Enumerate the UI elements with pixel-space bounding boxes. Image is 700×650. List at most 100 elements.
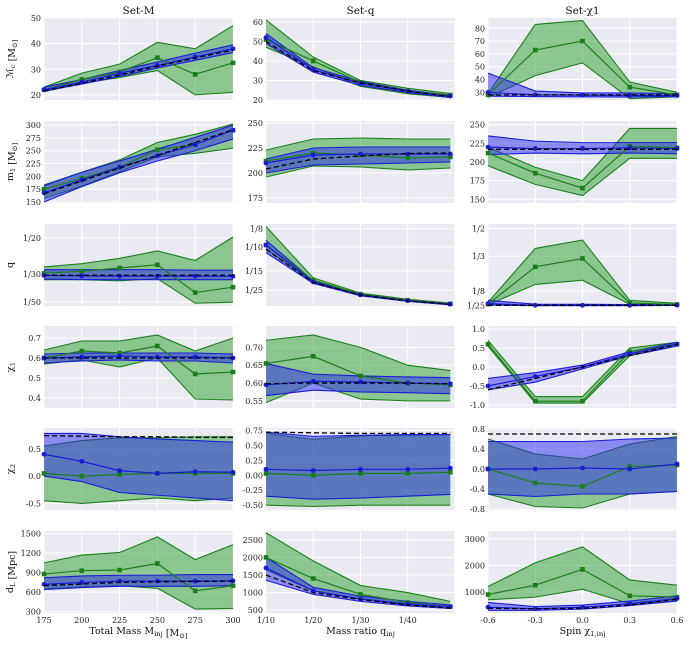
y-tick-label: 1500 xyxy=(243,571,263,580)
y-tick-label: 0.70 xyxy=(245,343,263,352)
blue-median-marker xyxy=(580,302,585,308)
green-lower-line xyxy=(487,62,678,100)
blue-median-marker xyxy=(485,383,491,389)
green-median-marker xyxy=(155,147,160,152)
panel-4-1: -0.50 -0.25 0.00 0.25 0.50 0.75 xyxy=(242,426,456,510)
blue-median-marker xyxy=(674,461,680,467)
y-tick-label: 50 xyxy=(475,63,485,72)
x-tick-label: 0.3 xyxy=(623,616,636,625)
y-tick-label: 0.0 xyxy=(472,363,485,372)
blue-median-line xyxy=(43,274,234,277)
y-tick-label: 0.50 xyxy=(245,441,263,450)
y-tick-label: 1/8 xyxy=(250,225,263,234)
y-tick-label: 0.0 xyxy=(28,472,41,481)
green-median-marker xyxy=(263,471,269,476)
panel-3-0: 0.4 0.5 0.6 0.7 χ1 xyxy=(5,326,236,408)
blue-median-marker xyxy=(674,146,680,151)
y-tick-label: 3000 xyxy=(465,535,485,544)
green-median-marker xyxy=(79,473,85,479)
column-title: Set-q xyxy=(347,5,375,17)
green-upper-line xyxy=(43,334,234,352)
blue-band xyxy=(266,432,451,500)
green-median-marker xyxy=(192,371,198,377)
y-tick-label: 1/25 xyxy=(467,301,485,310)
blue-median-marker xyxy=(192,354,198,360)
blue-lower-line xyxy=(43,138,234,203)
green-median-marker xyxy=(117,472,122,477)
blue-median-marker xyxy=(192,578,198,584)
y-tick-label: 200 xyxy=(248,169,263,178)
y-axis-label: m1 [M⊙] xyxy=(5,143,19,182)
green-lower-line xyxy=(43,497,234,504)
blue-upper-line xyxy=(488,437,678,443)
y-tick-label: 0.55 xyxy=(245,397,263,406)
y-tick-label: 1/50 xyxy=(23,298,41,307)
green-median-marker xyxy=(580,185,585,191)
green-band xyxy=(488,546,677,604)
y-tick-label: 1/15 xyxy=(245,267,263,276)
green-median-marker xyxy=(192,290,198,295)
green-median-marker xyxy=(447,154,453,160)
green-median-marker xyxy=(580,484,585,489)
y-tick-label: 1000 xyxy=(243,589,263,598)
y-tick-label: 1/8 xyxy=(472,287,485,296)
y-tick-label: 300 xyxy=(26,608,41,617)
y-tick-label: 0.8 xyxy=(472,425,485,434)
green-median-marker xyxy=(230,369,236,375)
x-tick-label: 1/30 xyxy=(352,616,370,625)
y-tick-label: 225 xyxy=(26,160,41,169)
green-median-marker xyxy=(117,265,122,271)
blue-median-marker xyxy=(192,142,198,147)
truth-line xyxy=(265,574,451,609)
green-upper-line xyxy=(487,239,678,304)
x-tick-label: 225 xyxy=(112,616,127,625)
blue-band xyxy=(266,363,451,396)
y-tick-label: 80 xyxy=(475,24,485,33)
y-tick-label: 175 xyxy=(470,177,485,186)
y-tick-label: -0.8 xyxy=(470,505,485,514)
green-upper-line xyxy=(43,25,234,88)
blue-median-marker xyxy=(263,35,269,40)
green-upper-line xyxy=(265,532,451,602)
y-tick-label: 1.0 xyxy=(472,325,485,334)
green-median-marker xyxy=(532,47,538,53)
y-tick-label: 40 xyxy=(475,76,485,85)
y-axis-label: ℳc [M⊙] xyxy=(5,39,19,78)
green-median-marker xyxy=(627,593,633,599)
green-median-marker xyxy=(155,55,160,61)
green-median-marker xyxy=(580,256,585,261)
green-upper-line xyxy=(487,19,678,94)
green-median-marker xyxy=(310,354,316,359)
y-tick-label: -1.0 xyxy=(470,401,485,410)
panel-0-2: 30 40 50 60 70 80 Set-χ1 xyxy=(475,5,680,100)
green-upper-line xyxy=(487,127,677,182)
panel-3-1: 0.55 0.60 0.65 0.70 xyxy=(245,326,456,408)
y-tick-label: 2000 xyxy=(243,553,263,562)
green-upper-line xyxy=(43,236,234,268)
green-median-line xyxy=(43,345,234,375)
blue-lower-line xyxy=(43,278,233,281)
y-tick-label: 70 xyxy=(475,37,485,46)
y-tick-label: 1/30 xyxy=(23,270,41,279)
x-tick-label: 175 xyxy=(36,616,51,625)
y-tick-label: 20 xyxy=(253,96,263,105)
y-tick-label: 1000 xyxy=(465,588,485,597)
x-tick-label: 1/40 xyxy=(399,616,417,625)
blue-median-marker xyxy=(263,160,269,166)
green-band xyxy=(488,20,677,99)
panel-1-0: 150 175 200 225 250 275 300 m1 [M⊙] xyxy=(5,121,236,207)
blue-median-marker xyxy=(117,353,122,359)
truth-line xyxy=(487,343,678,391)
blue-median-marker xyxy=(155,273,160,279)
y-tick-label: 0.7 xyxy=(28,334,41,343)
y-tick-label: 60 xyxy=(475,50,485,59)
green-median-marker xyxy=(358,471,363,476)
green-median-marker xyxy=(230,60,236,66)
column-title: Set-M xyxy=(123,5,155,17)
green-median-marker xyxy=(627,84,633,90)
y-tick-label: 1/25 xyxy=(245,286,263,295)
blue-median-marker xyxy=(358,466,363,472)
y-tick-label: 20 xyxy=(31,91,41,100)
x-tick-label: 1/20 xyxy=(304,616,322,625)
